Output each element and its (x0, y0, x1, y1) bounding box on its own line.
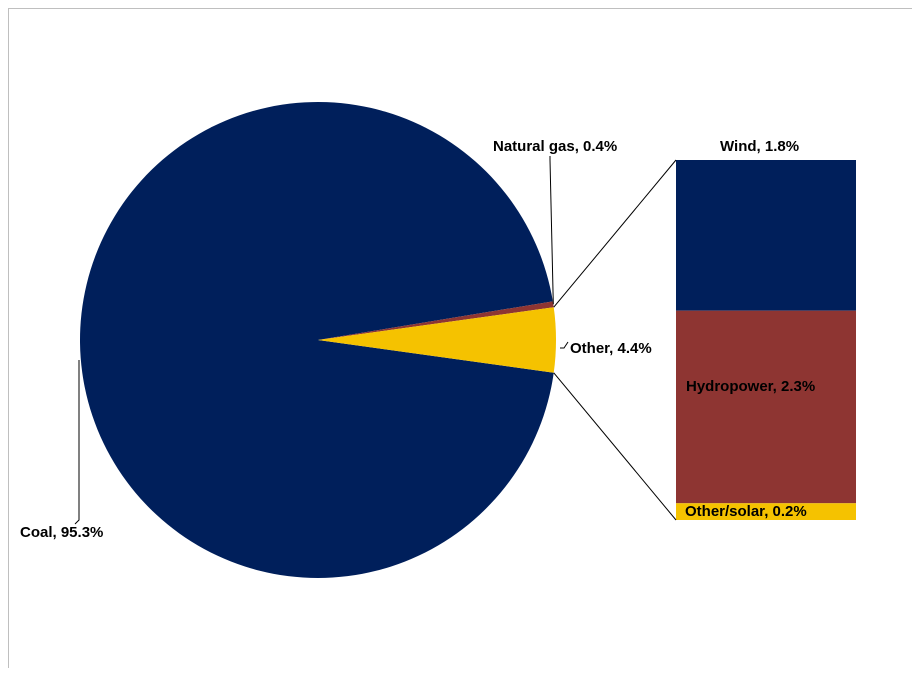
leader-coal (74, 360, 80, 525)
pie-group (80, 102, 557, 578)
connector-line-bottom (553, 372, 677, 521)
bar-segment-wind (676, 160, 856, 311)
chart-frame (8, 8, 912, 668)
bar-group (676, 160, 856, 520)
pie-slice-coal (80, 102, 554, 578)
leader-other (560, 341, 569, 349)
bar-label-hydropower: Hydropower, 2.3% (686, 378, 815, 395)
bar-label-wind: Wind, 1.8% (720, 138, 799, 155)
bar-label-other-solar: Other/solar, 0.2% (685, 503, 807, 520)
pie-label-coal: Coal, 95.3% (20, 524, 103, 541)
pie-label-natural-gas: Natural gas, 0.4% (493, 138, 617, 155)
leader-natural-gas (549, 156, 554, 305)
bar-segment-other-solar (676, 503, 856, 520)
connector-line-top (553, 159, 677, 308)
leader-lines (74, 156, 677, 525)
data-labels: Coal, 95.3% Natural gas, 0.4% Other, 4.4… (20, 138, 815, 541)
pie-slice-natural-gas (318, 301, 554, 340)
pie-slice-other (318, 307, 557, 373)
bar-segment-hydropower (676, 310, 856, 504)
pie-label-other: Other, 4.4% (570, 340, 652, 357)
